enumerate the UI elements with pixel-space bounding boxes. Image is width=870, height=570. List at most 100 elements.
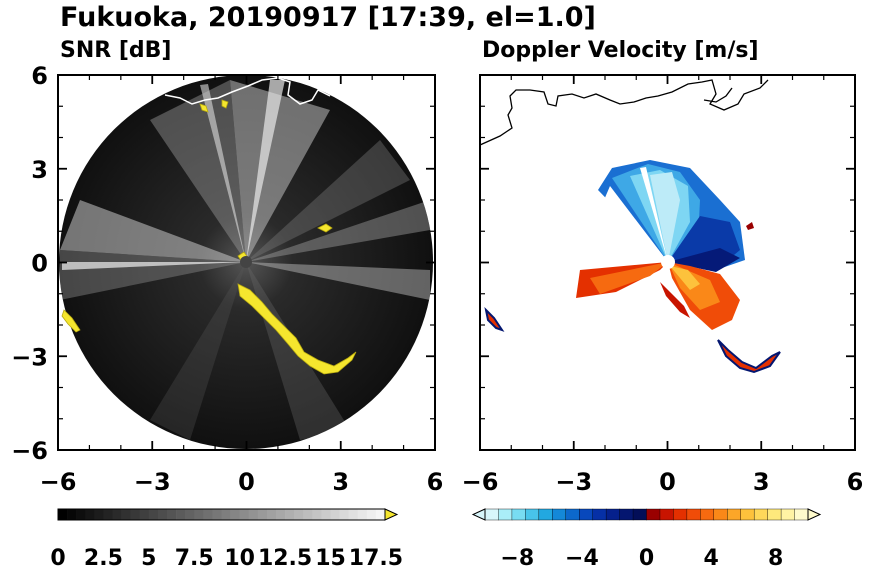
snr-x-tick-label: 3 [332, 468, 349, 496]
snr-colorbar-segment [375, 509, 386, 520]
snr-colorbar-segment [366, 509, 377, 520]
snr-colorbar-tick-label: 0 [50, 546, 65, 570]
snr-colorbar-tick-label: 12.5 [258, 546, 312, 570]
snr-colorbar-segment [185, 509, 195, 520]
snr-radar-center [240, 256, 252, 268]
snr-colorbar-segment [221, 509, 231, 520]
snr-colorbar-frame [57, 508, 386, 521]
doppler-colorbar [471, 508, 822, 521]
doppler-colorbar-segment [592, 508, 607, 521]
doppler-colorbar-segment [632, 508, 648, 521]
doppler-colorbar-segment [767, 508, 782, 521]
doppler-coastline [480, 79, 769, 146]
doppler-x-tick-labels: −6 −3 0 3 6 [462, 468, 864, 496]
snr-colorbar-labels: 0 2.5 5 7.5 10 12.5 15 17.5 [50, 546, 403, 570]
figure-title: Fukuoka, 20190917 [17:39, el=1.0] [60, 2, 596, 33]
doppler-x-tick-label: −3 [555, 468, 592, 496]
snr-y-tick-labels: 6 3 0 −3 −6 [11, 62, 48, 465]
snr-colorbar-segment [239, 509, 250, 520]
doppler-colorbar-tick-label: 4 [703, 546, 718, 570]
doppler-colorbar-extend-min [471, 508, 486, 521]
snr-colorbar-segment [167, 509, 177, 520]
doppler-outbound-sector [484, 222, 781, 374]
doppler-colorbar-tick-label: 0 [639, 546, 654, 570]
doppler-colorbar-tick-label: 8 [768, 546, 783, 570]
snr-colorbar-extend-max [384, 508, 399, 521]
doppler-colorbar-segment [525, 508, 540, 521]
snr-colorbar-segment [112, 509, 122, 520]
snr-colorbar-segment [357, 509, 368, 520]
snr-colorbar-segment [348, 509, 359, 520]
snr-colorbar-segment [130, 509, 141, 520]
doppler-colorbar-segment [619, 508, 634, 521]
snr-colorbar-tick-label: 5 [141, 546, 156, 570]
snr-colorbar-segment [157, 509, 168, 520]
snr-y-tick-label: −3 [11, 343, 48, 371]
snr-ticks [57, 74, 436, 451]
doppler-colorbar-segment [484, 508, 499, 521]
snr-colorbar-segment [67, 509, 77, 520]
snr-high-echoes [61, 99, 357, 375]
doppler-colorbar-labels: −8 −4 0 4 8 [500, 546, 783, 570]
snr-x-tick-label: 0 [238, 468, 255, 496]
snr-colorbar-segment [285, 509, 295, 520]
snr-colorbar-segment [176, 509, 186, 520]
snr-colorbar-segment [139, 509, 150, 520]
snr-colorbar-segment [294, 509, 304, 520]
snr-y-tick-label: −6 [11, 437, 48, 465]
snr-colorbar-segment [148, 509, 159, 520]
doppler-colorbar-tick-label: −4 [565, 546, 599, 570]
doppler-colorbar-segment [700, 508, 715, 521]
snr-colorbar-tick-label: 10 [224, 546, 255, 570]
doppler-x-tick-label: −6 [462, 468, 499, 496]
snr-colorbar-segment [212, 509, 222, 520]
doppler-colorbar-segment [605, 508, 621, 521]
doppler-colorbar-segment [780, 508, 796, 521]
snr-colorbar [57, 508, 399, 521]
snr-panel: SNR [dB] [11, 38, 443, 570]
snr-colorbar-segment [94, 509, 104, 520]
snr-colorbar-segment [230, 509, 240, 520]
snr-colorbar-segment [103, 509, 113, 520]
snr-x-tick-label: −3 [134, 468, 171, 496]
doppler-inbound-sector [598, 160, 745, 272]
doppler-colorbar-segment [727, 508, 742, 521]
snr-x-tick-label: −6 [40, 468, 77, 496]
snr-x-tick-label: 6 [427, 468, 444, 496]
doppler-x-tick-label: 3 [753, 468, 770, 496]
doppler-colorbar-segment [794, 508, 809, 521]
doppler-radar-center [661, 255, 675, 269]
snr-colorbar-tick-label: 17.5 [349, 546, 403, 570]
doppler-colorbar-segment [511, 508, 526, 521]
snr-colorbar-tick-label: 2.5 [84, 546, 123, 570]
snr-colorbar-segment [266, 509, 277, 520]
doppler-colorbar-segment [579, 508, 594, 521]
doppler-colorbar-extend-max [807, 508, 822, 521]
doppler-colorbar-tick-label: −8 [500, 546, 534, 570]
snr-y-tick-label: 3 [31, 156, 48, 184]
snr-colorbar-segment [203, 509, 213, 520]
snr-colorbar-segment [85, 509, 95, 520]
doppler-colorbar-segment [552, 508, 567, 521]
snr-colorbar-segment [276, 509, 286, 520]
doppler-colorbar-segment [686, 508, 701, 521]
doppler-colorbar-segment [673, 508, 688, 521]
doppler-colorbar-segment [565, 508, 580, 521]
doppler-ticks [479, 74, 856, 451]
snr-colorbar-tick-label: 7.5 [175, 546, 214, 570]
doppler-x-tick-label: 0 [659, 468, 676, 496]
snr-plot-area [58, 75, 435, 450]
snr-colorbar-tick-label: 15 [315, 546, 346, 570]
snr-y-tick-label: 0 [31, 250, 48, 278]
snr-colorbar-segment [330, 509, 340, 520]
doppler-colorbar-segment [659, 508, 674, 521]
doppler-colorbar-segment [713, 508, 728, 521]
snr-colorbar-segment [339, 509, 349, 520]
snr-colorbar-segment [257, 509, 268, 520]
doppler-x-tick-label: 6 [847, 468, 864, 496]
snr-colorbar-segment [312, 509, 322, 520]
snr-colorbar-segment [58, 509, 68, 520]
snr-colorbar-segment [121, 509, 131, 520]
doppler-colorbar-segment [753, 508, 769, 521]
